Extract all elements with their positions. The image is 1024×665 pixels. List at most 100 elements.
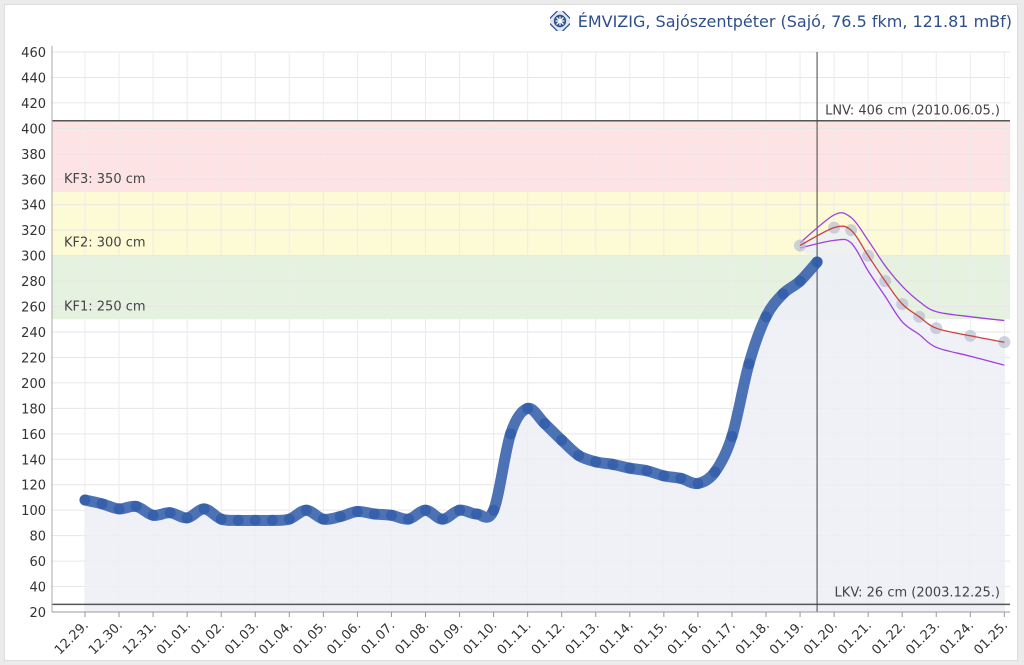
- y-tick-label: 40: [29, 581, 46, 596]
- measured-point: [556, 434, 568, 446]
- measured-point: [471, 508, 483, 520]
- measured-point: [198, 503, 210, 515]
- y-tick-label: 80: [29, 530, 46, 545]
- y-tick-label: 280: [21, 275, 46, 290]
- x-tick-label: 12.29.: [52, 618, 92, 658]
- measured-point: [385, 509, 397, 521]
- x-tick-label: 01.07.: [358, 618, 398, 658]
- measured-point: [113, 503, 125, 515]
- x-tick-label: 01.19.: [767, 618, 807, 658]
- y-tick-label: 240: [21, 326, 46, 341]
- x-tick-label: 12.31.: [120, 618, 160, 658]
- measured-point: [760, 311, 772, 323]
- y-tick-label: 360: [21, 173, 46, 188]
- x-tick-label: 01.05.: [290, 618, 330, 658]
- measured-point: [743, 358, 755, 370]
- x-tick-label: 01.18.: [733, 618, 773, 658]
- x-tick-label: 01.02.: [188, 618, 228, 658]
- y-tick-label: 340: [21, 199, 46, 214]
- x-tick-label: 01.04.: [256, 618, 296, 658]
- warning-band-2: [52, 192, 1010, 256]
- measured-point: [590, 456, 602, 468]
- x-tick-label: 01.24.: [937, 618, 977, 658]
- x-tick-label: 01.22.: [869, 618, 909, 658]
- chart-header: ÉMVIZIG, Sajószentpéter (Sajó, 76.5 fkm,…: [549, 8, 1012, 34]
- measured-point: [539, 418, 551, 430]
- x-tick-label: 01.09.: [427, 618, 467, 658]
- measured-point: [454, 504, 466, 516]
- measured-point: [300, 504, 312, 516]
- measured-point: [79, 494, 91, 506]
- measured-point: [368, 508, 380, 520]
- x-tick-label: 01.06.: [324, 618, 364, 658]
- y-tick-label: 320: [21, 224, 46, 239]
- measured-point: [641, 465, 653, 477]
- x-tick-label: 01.21.: [835, 618, 875, 658]
- series-lines: [79, 212, 1011, 526]
- measured-point: [96, 498, 108, 510]
- measured-point: [266, 514, 278, 526]
- reference-line-label-1: LNV: 406 cm (2010.06.05.): [825, 104, 1000, 119]
- measured-point: [624, 462, 636, 474]
- x-tick-label: 01.14.: [597, 618, 637, 658]
- y-tick-label: 460: [21, 46, 46, 61]
- warning-band-3: [52, 120, 1010, 192]
- measured-point: [488, 504, 500, 516]
- chart-title: ÉMVIZIG, Sajószentpéter (Sajó, 76.5 fkm,…: [577, 11, 1012, 31]
- x-tick-label: 01.20.: [801, 618, 841, 658]
- y-tick-label: 160: [21, 428, 46, 443]
- measured-point: [522, 402, 534, 414]
- measured-point: [181, 512, 193, 524]
- warning-band-label-1: KF1: 250 cm: [64, 299, 146, 314]
- measured-point: [402, 513, 414, 525]
- x-tick-label: 01.17.: [699, 618, 739, 658]
- forecast-level-line: [799, 225, 1005, 343]
- y-tick-label: 380: [21, 148, 46, 163]
- measured-point: [437, 513, 449, 525]
- x-tick-label: 01.12.: [529, 618, 569, 658]
- measured-point: [249, 514, 261, 526]
- measured-point: [215, 513, 227, 525]
- measured-point: [692, 477, 704, 489]
- x-tick-label: 01.08.: [392, 618, 432, 658]
- measured-point: [726, 430, 738, 442]
- measured-point: [283, 513, 295, 525]
- x-tick-label: 01.13.: [563, 618, 603, 658]
- y-tick-label: 20: [29, 606, 46, 621]
- measured-point: [811, 256, 823, 268]
- chart-labels: KF1: 250 cm KF2: 300 cm KF3: 350 cm LNV: 40…: [64, 104, 1000, 601]
- measured-point: [130, 500, 142, 512]
- y-tick-label: 100: [21, 504, 46, 519]
- x-tick-label: 01.10.: [461, 618, 501, 658]
- y-tick-label: 200: [21, 377, 46, 392]
- y-tick-label: 120: [21, 479, 46, 494]
- y-tick-label: 220: [21, 351, 46, 366]
- y-tick-label: 300: [21, 250, 46, 265]
- y-tick-label: 440: [21, 71, 46, 86]
- y-tick-label: 420: [21, 97, 46, 112]
- upper-bound-line: [799, 212, 1005, 322]
- measured-point: [777, 288, 789, 300]
- y-tick-label: 400: [21, 122, 46, 137]
- measured-point: [164, 507, 176, 519]
- x-tick-label: 01.01.: [154, 618, 194, 658]
- lower-bound-line: [799, 238, 1005, 366]
- measured-point: [420, 504, 431, 516]
- station-logo-icon: [549, 11, 570, 31]
- y-tick-label: 60: [29, 555, 46, 570]
- measured-point: [709, 466, 721, 478]
- x-tick-label: 01.03.: [222, 618, 262, 658]
- x-tick-label: 12.30.: [86, 618, 126, 658]
- reference-lines: [52, 52, 1010, 612]
- measured-point: [607, 458, 619, 470]
- y-tick-label: 140: [21, 453, 46, 468]
- y-tick-label: 180: [21, 402, 46, 417]
- warning-band-label-3: KF3: 350 cm: [64, 172, 146, 187]
- x-tick-label: 01.16.: [665, 618, 705, 658]
- measured-point: [505, 428, 517, 440]
- measured-point: [351, 505, 363, 517]
- measured-point: [573, 449, 585, 461]
- measured-point: [147, 509, 159, 521]
- x-tick-label: 01.15.: [631, 618, 671, 658]
